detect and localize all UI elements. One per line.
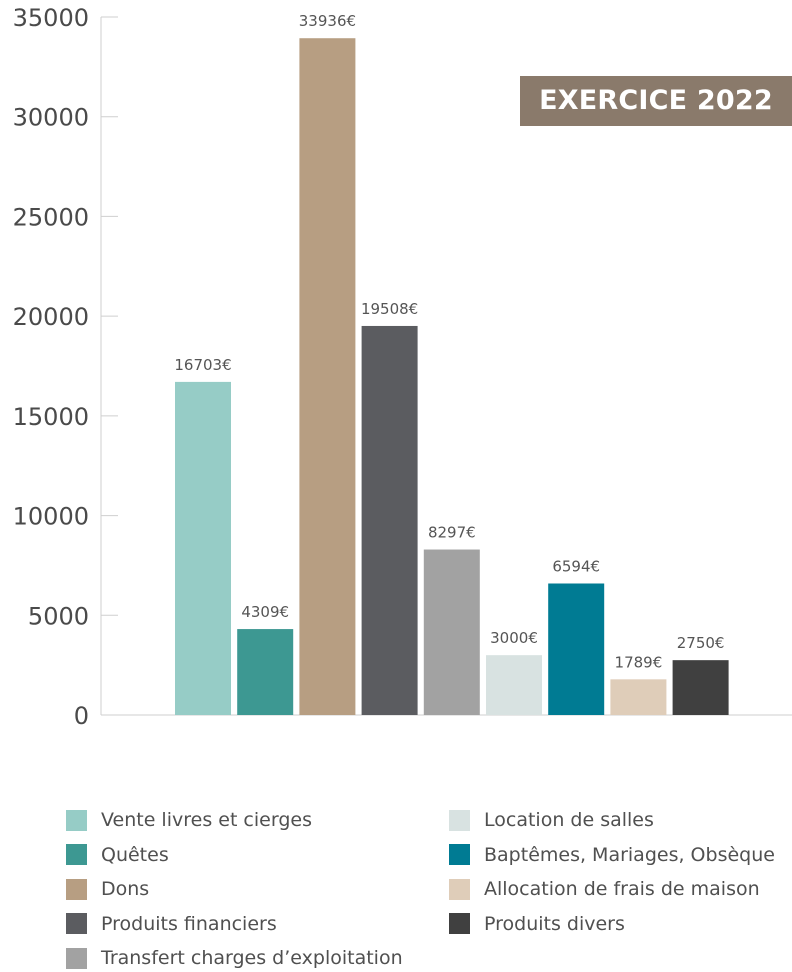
chart-title: EXERCICE 2022 bbox=[520, 76, 792, 126]
legend-item: Vente livres et cierges bbox=[66, 806, 312, 834]
y-tick-label: 25000 bbox=[13, 203, 89, 231]
legend-swatch bbox=[66, 947, 87, 969]
legend-item: Quêtes bbox=[66, 841, 169, 869]
legend-item: Dons bbox=[66, 875, 149, 903]
y-tick-label: 35000 bbox=[13, 4, 89, 32]
y-tick-label: 30000 bbox=[13, 104, 89, 132]
legend-item: Baptêmes, Mariages, Obsèque bbox=[449, 841, 775, 869]
bar-chart: 0 5000 10000 15000 20000 25000 30000 35000 16703… bbox=[13, 4, 792, 730]
legend-label: Dons bbox=[101, 878, 150, 900]
legend-label: Produits financiers bbox=[101, 912, 277, 935]
legend-swatch bbox=[449, 844, 470, 865]
bar-data-label: 8297€ bbox=[428, 524, 476, 542]
legend-label: Transfert charges d’exploitation bbox=[101, 947, 403, 969]
legend-item: Location de salles bbox=[449, 806, 654, 834]
bar bbox=[672, 660, 729, 715]
bar-data-label: 3000€ bbox=[490, 629, 538, 647]
legend-item: Transfert charges d’exploitation bbox=[66, 944, 403, 972]
legend-label: Baptêmes, Mariages, Obsèque bbox=[484, 843, 775, 866]
legend-swatch bbox=[449, 809, 470, 831]
legend-label: Vente livres et cierges bbox=[101, 809, 312, 831]
legend-swatch bbox=[449, 913, 470, 934]
chart-legend: Vente livres et cierges Quêtes Dons Produit… bbox=[66, 806, 792, 969]
bar bbox=[486, 655, 542, 715]
y-tick-label: 5000 bbox=[28, 602, 89, 630]
bar bbox=[361, 325, 418, 715]
bar-data-label: 2750€ bbox=[677, 634, 725, 652]
bar bbox=[237, 629, 294, 715]
legend-swatch bbox=[449, 878, 470, 900]
legend-label: Quêtes bbox=[101, 843, 169, 866]
bar-data-label: 6594€ bbox=[552, 557, 600, 575]
bar bbox=[299, 38, 356, 716]
y-tick-label: 0 bbox=[74, 702, 89, 730]
legend-label: Produits divers bbox=[484, 912, 625, 935]
bar bbox=[610, 679, 667, 715]
y-tick-label: 10000 bbox=[13, 503, 89, 531]
legend-item: Allocation de frais de maison bbox=[449, 875, 760, 903]
bar-data-label: 33936€ bbox=[299, 12, 356, 30]
bar bbox=[423, 549, 480, 715]
y-tick-label: 20000 bbox=[13, 303, 89, 331]
bar-data-label: 4309€ bbox=[241, 603, 289, 621]
bar-data-label: 19508€ bbox=[361, 300, 418, 318]
legend-label: Location de salles bbox=[484, 809, 654, 831]
legend-swatch bbox=[66, 809, 87, 831]
legend-item: Produits financiers bbox=[66, 910, 277, 938]
legend-swatch bbox=[66, 878, 87, 900]
bar-data-label: 16703€ bbox=[174, 356, 231, 374]
bar bbox=[175, 381, 231, 715]
y-tick-label: 15000 bbox=[13, 403, 89, 431]
legend-swatch bbox=[66, 844, 87, 865]
bar bbox=[548, 583, 605, 715]
legend-item: Produits divers bbox=[449, 910, 625, 938]
legend-swatch bbox=[66, 913, 87, 934]
legend-label: Allocation de frais de maison bbox=[484, 878, 760, 900]
bar-data-label: 1789€ bbox=[615, 653, 663, 671]
